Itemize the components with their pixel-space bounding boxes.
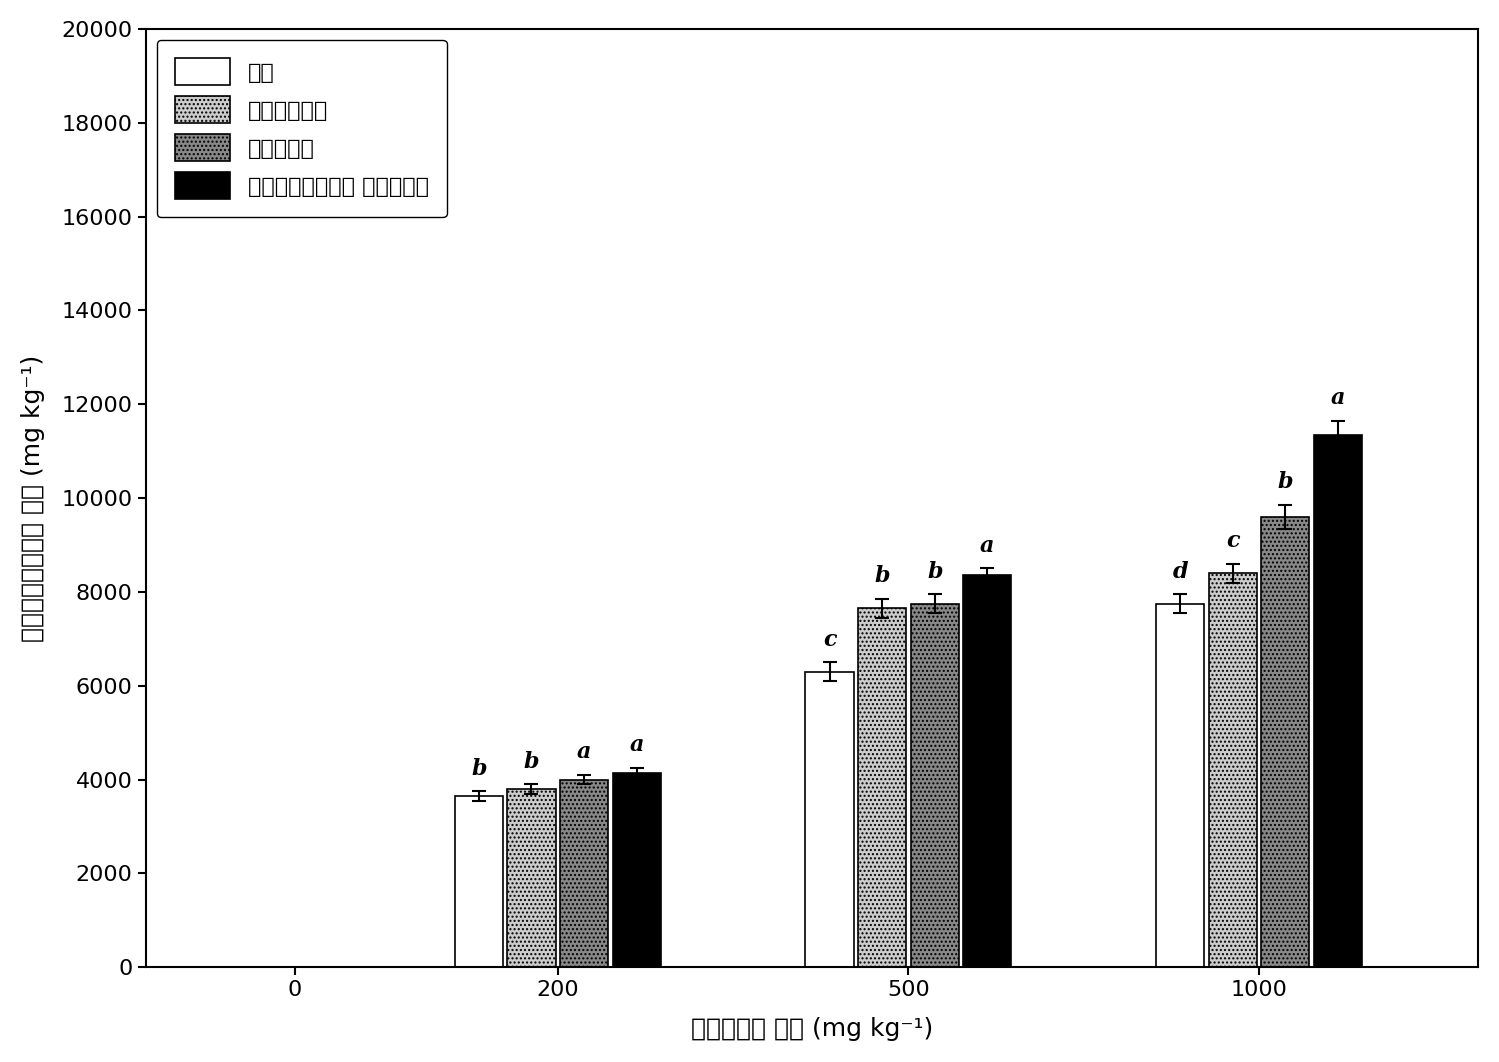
Bar [613,772,661,967]
Text: a: a [1331,387,1345,409]
Bar [1261,517,1310,967]
Bar [910,603,959,967]
Text: a: a [630,734,645,756]
Text: c: c [1226,530,1240,552]
Bar [454,796,504,967]
Text: b: b [874,565,890,587]
Text: a: a [577,741,591,764]
Text: b: b [926,561,943,583]
Bar [507,789,556,967]
Y-axis label: 美洲商陆地上部锄 含量 (mg kg⁻¹): 美洲商陆地上部锄 含量 (mg kg⁻¹) [21,355,45,641]
Bar [1313,434,1363,967]
Bar [857,609,907,967]
Text: d: d [1172,561,1187,583]
Bar [805,671,853,967]
Text: a: a [980,535,994,556]
X-axis label: 土壤添加锄 水平 (mg kg⁻¹): 土壤添加锄 水平 (mg kg⁻¹) [691,1017,932,1041]
Bar [964,576,1012,967]
Bar [1208,573,1256,967]
Text: c: c [823,629,836,651]
Bar [561,780,609,967]
Bar [1156,603,1204,967]
Text: b: b [471,757,487,780]
Text: b: b [1277,472,1294,494]
Legend: 对照, 二氧化碳升高, 接种微生物, 二氧化碳升高同时 接种微生物: 对照, 二氧化碳升高, 接种微生物, 二氧化碳升高同时 接种微生物 [157,40,447,218]
Text: b: b [523,751,540,772]
